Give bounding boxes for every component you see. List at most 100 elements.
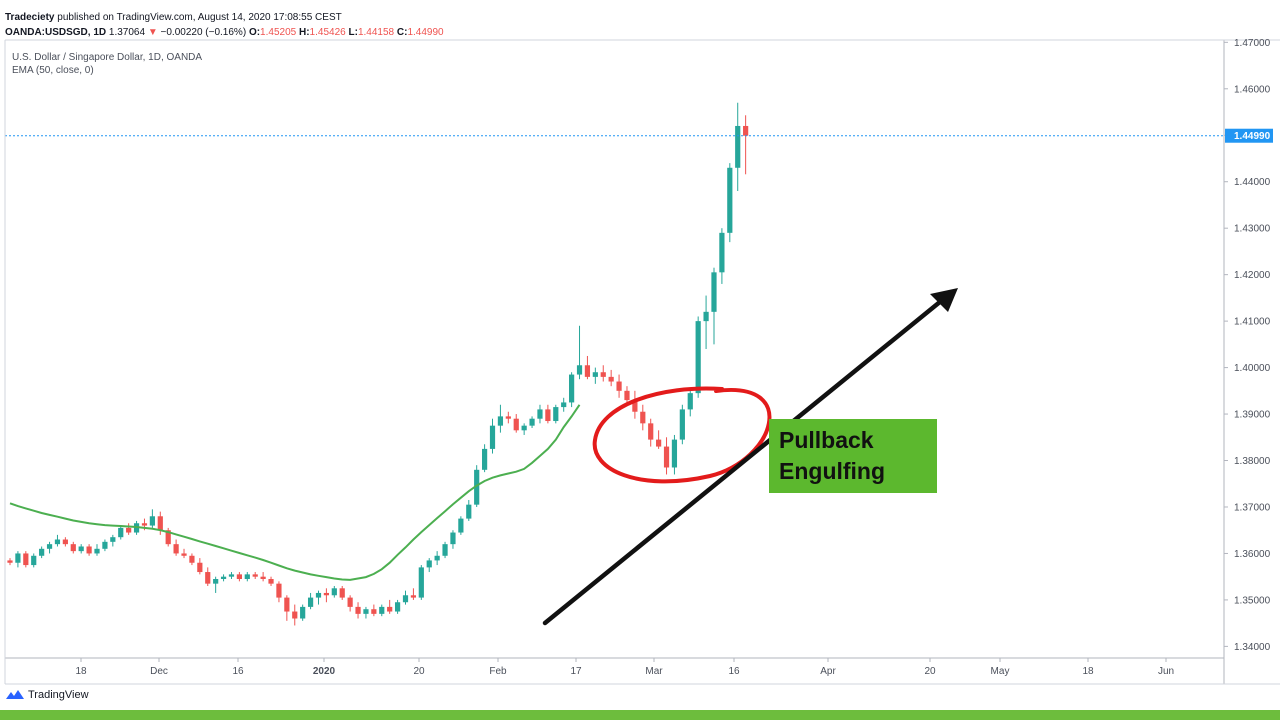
candle-body <box>529 418 535 426</box>
candle-body <box>703 311 709 322</box>
x-tick-label: Feb <box>489 666 507 677</box>
candle-body <box>711 272 717 312</box>
candle-body <box>442 544 448 556</box>
candle-body <box>592 372 598 377</box>
x-tick-label: 16 <box>232 666 244 677</box>
candle-body <box>663 446 670 468</box>
candle-body <box>173 544 179 554</box>
candle-body <box>307 597 314 607</box>
candle-body <box>695 321 701 394</box>
y-tick-label: 1.44000 <box>1234 177 1271 188</box>
tradingview-footer[interactable]: TradingView <box>6 688 89 702</box>
x-tick-label: Apr <box>820 666 836 677</box>
candle-body <box>394 602 401 612</box>
y-tick-label: 1.34000 <box>1234 642 1271 653</box>
candle-body <box>410 595 417 598</box>
candle-body <box>466 504 472 519</box>
annotation-box: Pullback Engulfing <box>769 419 937 493</box>
candle-body <box>553 407 559 422</box>
publisher-name: Tradeciety <box>5 12 55 23</box>
candle-body <box>489 425 496 449</box>
candle-body <box>110 537 116 542</box>
ohlc-line: OANDA:USDSGD, 1D 1.37064 ▼ −0.00220 (−0.… <box>5 27 444 38</box>
candle-body <box>561 402 567 408</box>
axes-layer: 1.470001.460001.450001.440001.430001.420… <box>4 38 1280 685</box>
candle-body <box>78 546 84 552</box>
candle-body <box>379 606 385 614</box>
tradingview-logo-icon <box>6 690 24 699</box>
candle-body <box>292 611 298 619</box>
x-tick-label: 2020 <box>313 666 336 677</box>
candle-body <box>15 553 21 563</box>
candle-body <box>450 532 456 545</box>
candle-body <box>743 125 749 136</box>
current-price-label: 1.44990 <box>1234 131 1271 142</box>
high-label: H: <box>298 27 310 38</box>
y-tick-label: 1.35000 <box>1234 595 1271 606</box>
candle-body <box>300 606 306 619</box>
down-triangle-icon: ▼ <box>147 27 158 38</box>
candle-body <box>735 125 741 168</box>
indicator-label[interactable]: EMA (50, close, 0) <box>12 65 94 76</box>
y-tick-label: 1.46000 <box>1234 84 1271 95</box>
candle-body <box>719 232 725 273</box>
candle-body <box>260 576 266 580</box>
x-tick-label: 17 <box>570 666 582 677</box>
candle-body <box>679 409 685 440</box>
candle-body <box>497 416 504 426</box>
candle-body <box>197 562 203 573</box>
candle-body <box>656 439 662 447</box>
current-price-tag <box>1225 128 1273 143</box>
candle-body <box>126 527 132 533</box>
candle-body <box>426 560 432 568</box>
candle-body <box>632 400 638 412</box>
candle-body <box>189 555 195 563</box>
trend-arrow-shaft <box>542 294 949 626</box>
chart-legend: U.S. Dollar / Singapore Dollar, 1D, OAND… <box>12 51 202 77</box>
annotation-label: Pullback Engulfing <box>779 427 886 484</box>
candle-body <box>94 548 100 554</box>
candle-body <box>339 588 345 598</box>
x-tick-label: Mar <box>645 666 663 677</box>
candle-body <box>616 381 622 391</box>
candle-body <box>363 609 369 614</box>
y-tick-label: 1.40000 <box>1234 363 1271 374</box>
candle-body <box>39 548 45 556</box>
x-tick-label: 20 <box>413 666 425 677</box>
candle-body <box>181 553 187 556</box>
candle-body <box>371 609 377 614</box>
annotation-marks <box>542 288 958 626</box>
change-value: −0.00220 (−0.16%) <box>160 27 247 38</box>
brand-label: TradingView <box>28 689 89 701</box>
candle-body <box>141 523 148 526</box>
candle-body <box>569 374 575 403</box>
y-tick-label: 1.36000 <box>1234 549 1271 560</box>
high-value: 1.45426 <box>309 27 346 38</box>
y-tick-label: 1.37000 <box>1234 502 1271 513</box>
low-value: 1.44158 <box>357 27 395 38</box>
candle-body <box>236 574 242 580</box>
candle-body <box>102 541 108 549</box>
candle-body <box>70 544 76 552</box>
last-price: 1.37064 <box>108 27 146 38</box>
series-title[interactable]: U.S. Dollar / Singapore Dollar, 1D, OAND… <box>12 52 203 63</box>
close-label: C: <box>396 27 408 38</box>
open-value: 1.45205 <box>260 27 297 38</box>
candle-body <box>600 372 606 377</box>
pullback-circle <box>592 386 772 484</box>
candle-body <box>149 516 155 526</box>
x-tick-label: May <box>991 666 1010 677</box>
candle-body <box>537 409 543 419</box>
candle-body <box>608 376 614 382</box>
y-tick-label: 1.42000 <box>1234 270 1271 281</box>
candle-body <box>434 555 440 561</box>
candle-body <box>284 597 290 612</box>
publisher-line: Tradeciety published on TradingView.com,… <box>5 12 342 23</box>
candle-body <box>165 530 171 545</box>
x-tick-label: Dec <box>150 666 168 677</box>
candle-body <box>118 527 124 538</box>
ema-line <box>9 404 581 581</box>
candle-body <box>402 595 409 603</box>
candle-body <box>624 390 630 401</box>
